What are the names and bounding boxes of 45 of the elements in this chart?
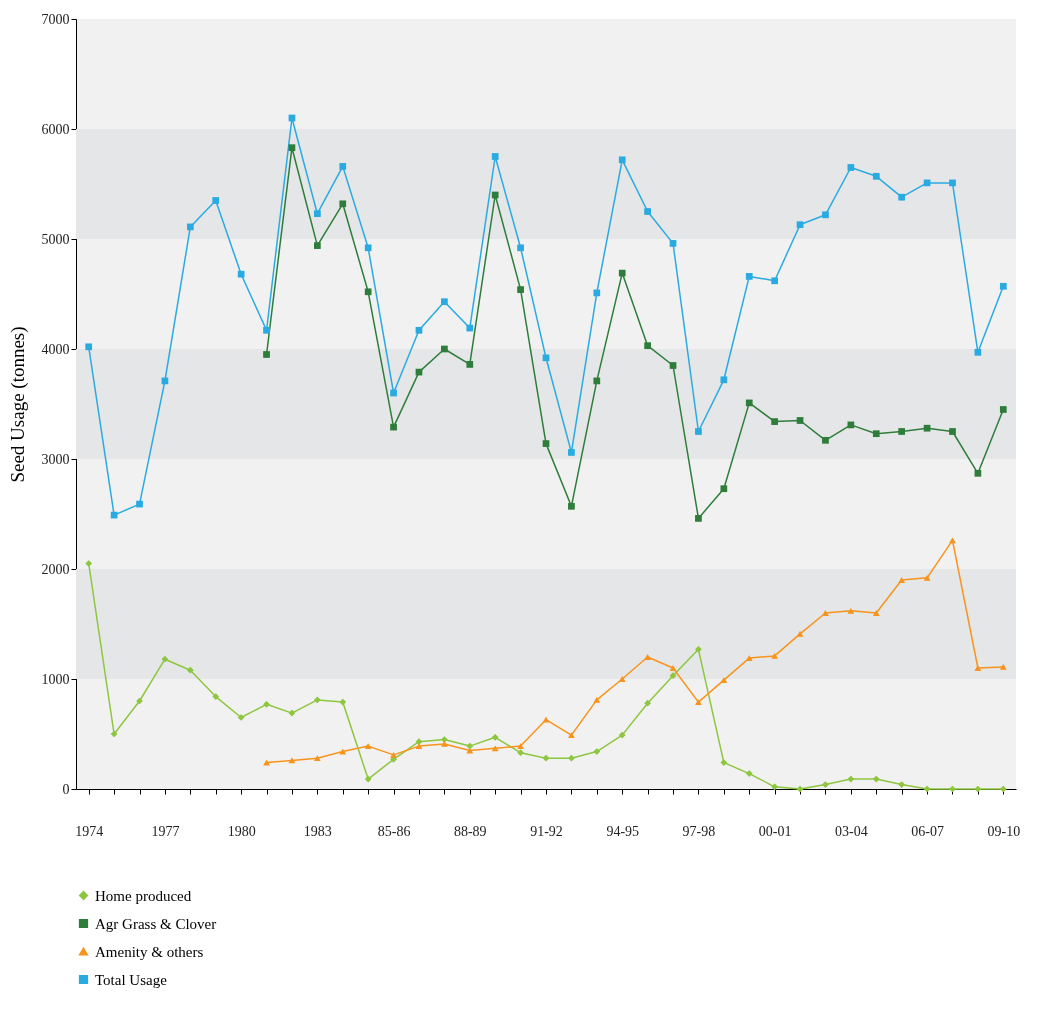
point — [949, 428, 956, 435]
x-tick-label: 85-86 — [377, 823, 411, 839]
point — [263, 351, 270, 358]
point — [314, 242, 321, 249]
point — [695, 428, 702, 435]
point — [441, 741, 448, 747]
point — [695, 699, 702, 705]
x-tick-label: 97-98 — [682, 823, 716, 839]
x-tick-label: 1980 — [227, 823, 256, 839]
point — [441, 736, 448, 743]
x-tick-label: 1974 — [75, 823, 104, 839]
x-tick-label: 1977 — [151, 823, 180, 839]
point — [568, 449, 575, 456]
point — [517, 743, 524, 749]
point — [771, 653, 778, 659]
x-tick-label: 88-89 — [453, 823, 487, 839]
point — [644, 654, 651, 660]
x-tick-label: 1983 — [303, 823, 332, 839]
x-tick-label: 00-01 — [758, 823, 792, 839]
y-axis-title: Seed Usage (tonnes) — [6, 326, 29, 483]
point — [644, 208, 651, 215]
y-tick-label: 0 — [62, 781, 70, 797]
y-tick-label: 2000 — [41, 561, 70, 577]
x-tick-label: 91-92 — [530, 823, 563, 839]
x-tick-label: 94-95 — [606, 823, 640, 839]
y-tick-label: 3000 — [41, 451, 70, 467]
legend-label: Total Usage — [95, 971, 168, 988]
y-tick-label: 7000 — [41, 11, 70, 27]
point — [390, 752, 397, 758]
y-tick-label: 5000 — [41, 231, 70, 247]
point — [517, 286, 524, 293]
x-tick-label: 09-10 — [987, 823, 1021, 839]
point — [771, 418, 778, 425]
legend-label: Home produced — [95, 887, 192, 904]
point — [568, 732, 575, 738]
point — [822, 781, 829, 788]
legend-label: Amenity & others — [95, 943, 204, 960]
x-tick-label: 06-07 — [911, 823, 944, 839]
x-tick-label: 03-04 — [835, 823, 868, 839]
point — [695, 515, 702, 522]
legend-label: Agr Grass & Clover — [95, 915, 217, 932]
y-tick-label: 1000 — [41, 671, 70, 687]
y-tick-label: 6000 — [41, 121, 70, 137]
y-tick-label: 4000 — [41, 341, 70, 357]
point — [822, 610, 829, 616]
